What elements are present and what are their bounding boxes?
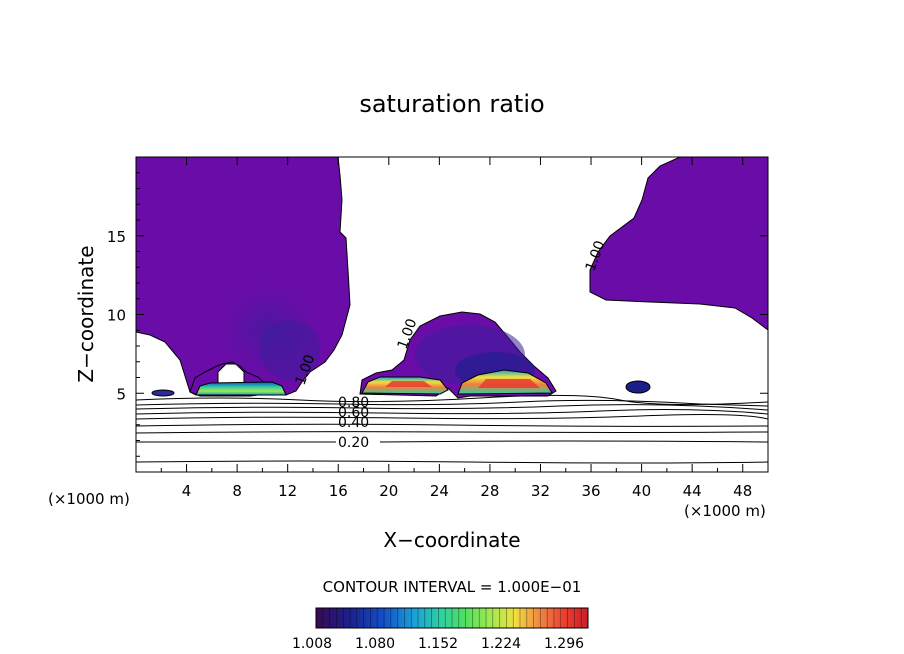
cloud-band-left (195, 381, 287, 396)
x-tick-label: 20 (379, 482, 398, 500)
colorbar-tick-label: 1.008 (292, 636, 332, 652)
y-tick-label: 15 (107, 228, 126, 246)
contour-interval-text: CONTOUR INTERVAL = 1.000E−01 (323, 578, 582, 596)
x-axis: 4 8 12 16 20 24 28 32 36 40 44 48 (160, 157, 752, 500)
x-tick-label: 36 (581, 482, 600, 500)
y-axis: 5 10 15 (107, 172, 768, 457)
x-unit-label-left: (×1000 m) (48, 490, 130, 508)
x-tick-label: 4 (182, 482, 192, 500)
y-tick-label: 10 (107, 307, 126, 325)
y-tick-label: 5 (116, 385, 126, 403)
contour-label: 0.80 (338, 395, 369, 411)
colorbar-ticks: 1.008 1.080 1.152 1.224 1.296 (292, 636, 584, 652)
contour-lines (136, 394, 768, 464)
contour-label-group: 0.80 0.60 0.40 0.20 1.00 1.00 1.00 (293, 239, 609, 451)
x-tick-label: 24 (430, 482, 449, 500)
x-tick-label: 8 (232, 482, 242, 500)
contour-label: 0.40 (338, 415, 369, 431)
contour-label: 0.20 (338, 435, 369, 451)
colorbar-tick-label: 1.224 (481, 636, 521, 652)
colorbar-tick-label: 1.152 (418, 636, 458, 652)
x-tick-label: 44 (683, 482, 702, 500)
plot-area (136, 157, 768, 464)
colorbar-tick-label: 1.080 (355, 636, 395, 652)
chart-title: saturation ratio (359, 90, 544, 118)
x-tick-label: 16 (329, 482, 348, 500)
shaded-region-right (589, 157, 768, 331)
colorbar-divisions (322, 608, 582, 628)
x-tick-label: 40 (632, 482, 651, 500)
y-axis-label: Z−coordinate (74, 245, 98, 382)
x-tick-label: 32 (531, 482, 550, 500)
shaded-blob-right (625, 380, 651, 394)
contour-label: 0.60 (338, 405, 369, 421)
x-tick-label: 12 (278, 482, 297, 500)
x-tick-label: 28 (480, 482, 499, 500)
x-axis-label: X−coordinate (383, 528, 520, 552)
colorbar-tick-label: 1.296 (544, 636, 584, 652)
shaded-blob-far-left (151, 389, 175, 397)
x-unit-label-right: (×1000 m) (684, 502, 766, 520)
x-tick-label: 48 (733, 482, 752, 500)
